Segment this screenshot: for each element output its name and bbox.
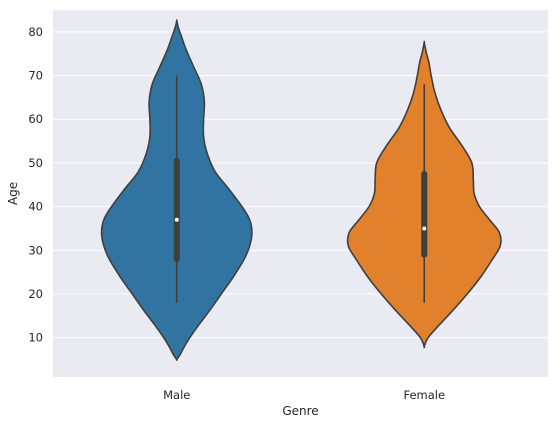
violin-median-point bbox=[422, 226, 427, 231]
x-axis-label: Genre bbox=[282, 404, 318, 418]
y-axis-ticks: 10 20 30 40 50 60 70 80 bbox=[28, 25, 43, 345]
x-tick-label: Male bbox=[163, 388, 190, 402]
y-tick-label: 50 bbox=[28, 156, 43, 170]
x-axis-ticks: Male Female bbox=[163, 388, 445, 402]
violin-median-point bbox=[174, 217, 179, 222]
y-tick-label: 80 bbox=[28, 25, 43, 39]
x-tick-label: Female bbox=[403, 388, 445, 402]
y-tick-label: 40 bbox=[28, 200, 43, 214]
y-tick-label: 20 bbox=[28, 287, 43, 301]
violins bbox=[100, 19, 502, 361]
y-axis-label: Age bbox=[6, 182, 20, 205]
y-tick-label: 30 bbox=[28, 243, 43, 257]
y-tick-label: 10 bbox=[28, 331, 43, 345]
y-tick-label: 60 bbox=[28, 112, 43, 126]
y-tick-label: 70 bbox=[28, 69, 43, 83]
